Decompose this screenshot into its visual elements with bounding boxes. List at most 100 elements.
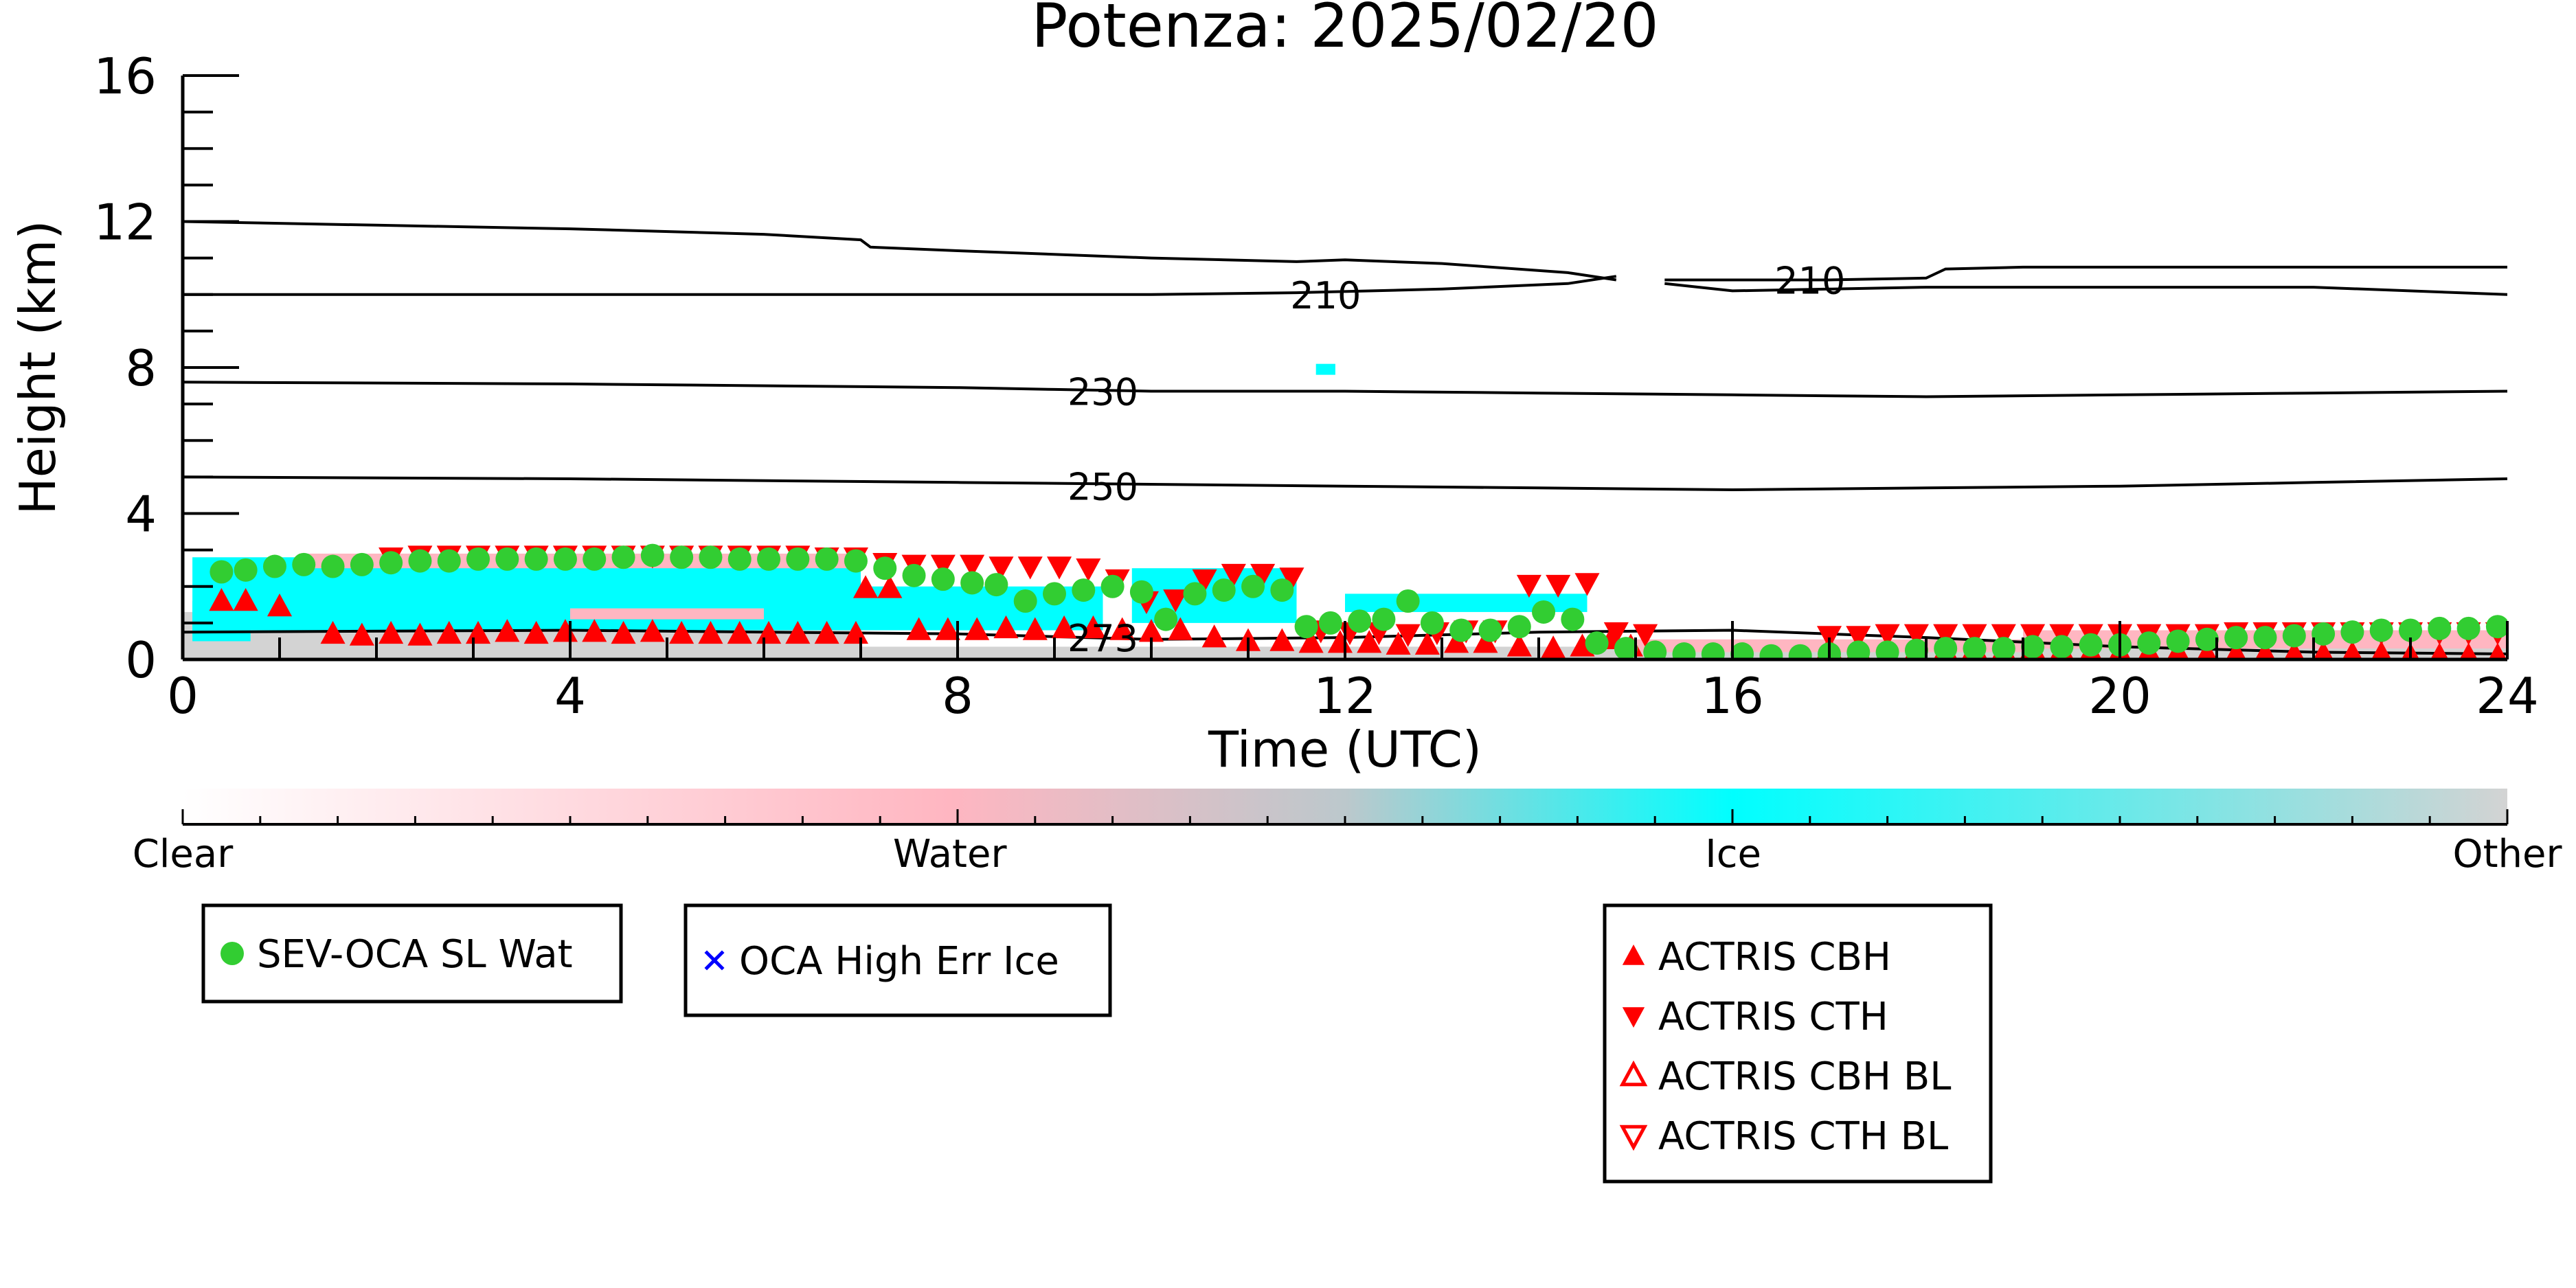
- data-point: [1372, 607, 1396, 631]
- contour-label-230: 230: [1067, 371, 1138, 414]
- contour-line-0: [183, 275, 1617, 296]
- data-point: [1212, 578, 1236, 602]
- x-tick-label: 24: [2476, 667, 2539, 725]
- data-point: [1052, 615, 1077, 639]
- legend-box-1: SEV-OCA SL Wat: [201, 903, 623, 1004]
- data-point: [1221, 563, 1246, 587]
- data-point: [1846, 640, 1871, 659]
- contour-label-210: 210: [1774, 260, 1845, 303]
- data-point: [1414, 631, 1440, 655]
- data-point: [1788, 644, 1812, 659]
- chart-title: Potenza: 2025/02/20: [1031, 0, 1658, 61]
- contour-line-4: [183, 381, 2507, 398]
- colorbar-label-other: Other: [2452, 832, 2562, 877]
- data-point: [523, 620, 549, 644]
- data-point: [964, 617, 990, 640]
- y-tick-label: 12: [93, 194, 157, 251]
- legend-marker-triangle-up-open: [1619, 1060, 1648, 1087]
- data-point: [2488, 642, 2507, 659]
- legend-marker-x: [704, 950, 725, 971]
- legend-box-3: ACTRIS CBH ACTRIS CTH ACTRIS CBH BL ACTRIS …: [1603, 903, 1993, 1184]
- cloud-mask-regions: [183, 363, 2507, 659]
- data-point: [1420, 611, 1444, 635]
- data-point: [2485, 615, 2507, 639]
- colorbar-label-water: Water: [893, 832, 1008, 877]
- legend-label: OCA High Err Ice: [739, 939, 1059, 984]
- data-point: [906, 617, 931, 640]
- data-point: [757, 547, 781, 571]
- data-point: [2371, 641, 2392, 659]
- contour-line-3: [1664, 265, 2507, 282]
- data-point: [1516, 574, 1541, 598]
- y-tick-label: 16: [93, 47, 157, 105]
- data-point: [1109, 617, 1135, 640]
- data-point: [2399, 618, 2422, 642]
- x-tick-label: 4: [554, 667, 586, 725]
- data-point: [1138, 619, 1164, 642]
- colorbar-label-ice: Ice: [1705, 832, 1761, 877]
- data-point: [1129, 580, 1153, 604]
- data-point: [1270, 578, 1294, 602]
- data-point: [698, 620, 723, 644]
- data-point: [902, 563, 926, 587]
- data-point: [1875, 640, 1899, 659]
- data-point: [2282, 624, 2306, 648]
- data-point: [1444, 630, 1469, 653]
- data-point: [1585, 631, 1609, 655]
- data-point: [960, 554, 985, 578]
- data-point: [1701, 642, 1725, 659]
- x-tick-label: 12: [1313, 667, 1377, 725]
- data-point: [233, 588, 258, 611]
- y-tick-label: 8: [125, 339, 157, 397]
- data-point: [1013, 589, 1037, 613]
- legend-label: SEV-OCA SL Wat: [257, 932, 573, 977]
- contour-label-250: 250: [1067, 466, 1138, 509]
- data-point: [853, 575, 879, 598]
- legend-label: ACTRIS CBH: [1658, 935, 1891, 980]
- data-point: [1100, 574, 1125, 598]
- data-point: [2340, 620, 2364, 644]
- data-point: [844, 549, 868, 573]
- data-point: [2459, 642, 2478, 659]
- data-point: [1022, 617, 1048, 640]
- data-point: [699, 545, 723, 569]
- data-point: [815, 547, 839, 571]
- data-point: [1386, 631, 1411, 655]
- data-point: [1163, 589, 1188, 613]
- data-point: [1903, 624, 1929, 647]
- data-point: [210, 560, 234, 584]
- data-point: [1072, 578, 1096, 602]
- data-point: [1730, 642, 1754, 659]
- data-point: [1561, 607, 1585, 631]
- data-point: [2050, 635, 2074, 659]
- data-point: [1183, 582, 1207, 606]
- data-point: [1348, 609, 1372, 633]
- contour-label-273: 273: [1067, 617, 1138, 660]
- x-tick-label: 20: [2088, 667, 2151, 725]
- contour-labels: 210 210 230 250 273: [1067, 260, 1845, 661]
- data-point: [2430, 642, 2449, 659]
- data-point: [1279, 567, 1304, 591]
- data-point: [2255, 641, 2276, 659]
- data-point: [1043, 582, 1066, 606]
- data-point: [877, 575, 903, 598]
- data-point: [1081, 615, 1106, 639]
- data-point: [320, 620, 346, 644]
- cloud-region-ice-9: [1315, 363, 1335, 375]
- data-point: [2195, 627, 2219, 651]
- data-point: [611, 620, 636, 644]
- plot-area: [183, 220, 2507, 659]
- data-point: [2284, 641, 2305, 659]
- data-point: [1933, 624, 1958, 647]
- data-point: [2342, 641, 2363, 659]
- data-point: [930, 554, 956, 578]
- data-point: [1473, 630, 1498, 653]
- y-tick-label: 0: [125, 631, 157, 689]
- data-point: [1614, 637, 1638, 659]
- data-point: [1168, 617, 1193, 640]
- data-point: [1241, 574, 1265, 598]
- data-point: [670, 545, 694, 569]
- data-point: [583, 547, 607, 571]
- data-point: [1963, 637, 1987, 659]
